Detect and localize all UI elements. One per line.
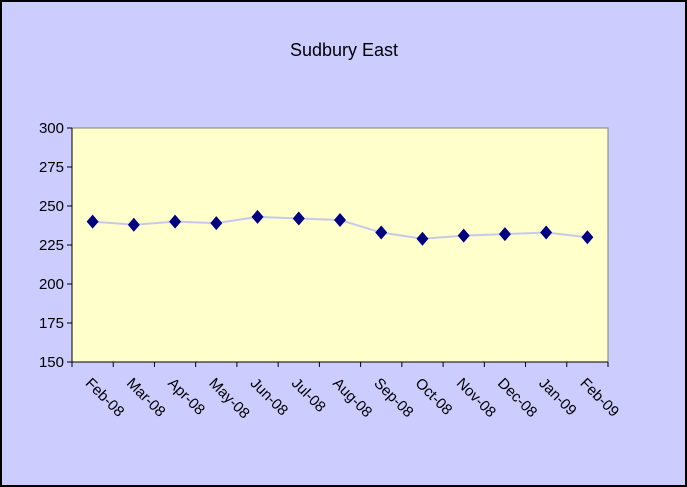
marker (540, 225, 553, 240)
y-tick-label: 150 (39, 354, 64, 371)
marker (334, 213, 346, 228)
marker (581, 230, 594, 245)
marker (292, 211, 305, 226)
marker (210, 216, 223, 231)
marker (498, 227, 511, 242)
y-tick-label: 275 (39, 159, 64, 176)
marker (251, 209, 264, 224)
y-tick-label: 300 (39, 120, 64, 137)
marker (169, 214, 182, 229)
y-tick-label: 200 (39, 276, 64, 293)
marker (86, 214, 99, 229)
plot-area (71, 127, 609, 363)
y-tick-label: 250 (39, 198, 64, 215)
chart-title: Sudbury East (290, 40, 398, 60)
y-tick-label: 225 (39, 237, 64, 254)
marker (127, 217, 140, 232)
marker (416, 231, 429, 246)
marker (457, 228, 470, 243)
marker (375, 225, 388, 240)
y-tick-label: 175 (39, 315, 64, 332)
